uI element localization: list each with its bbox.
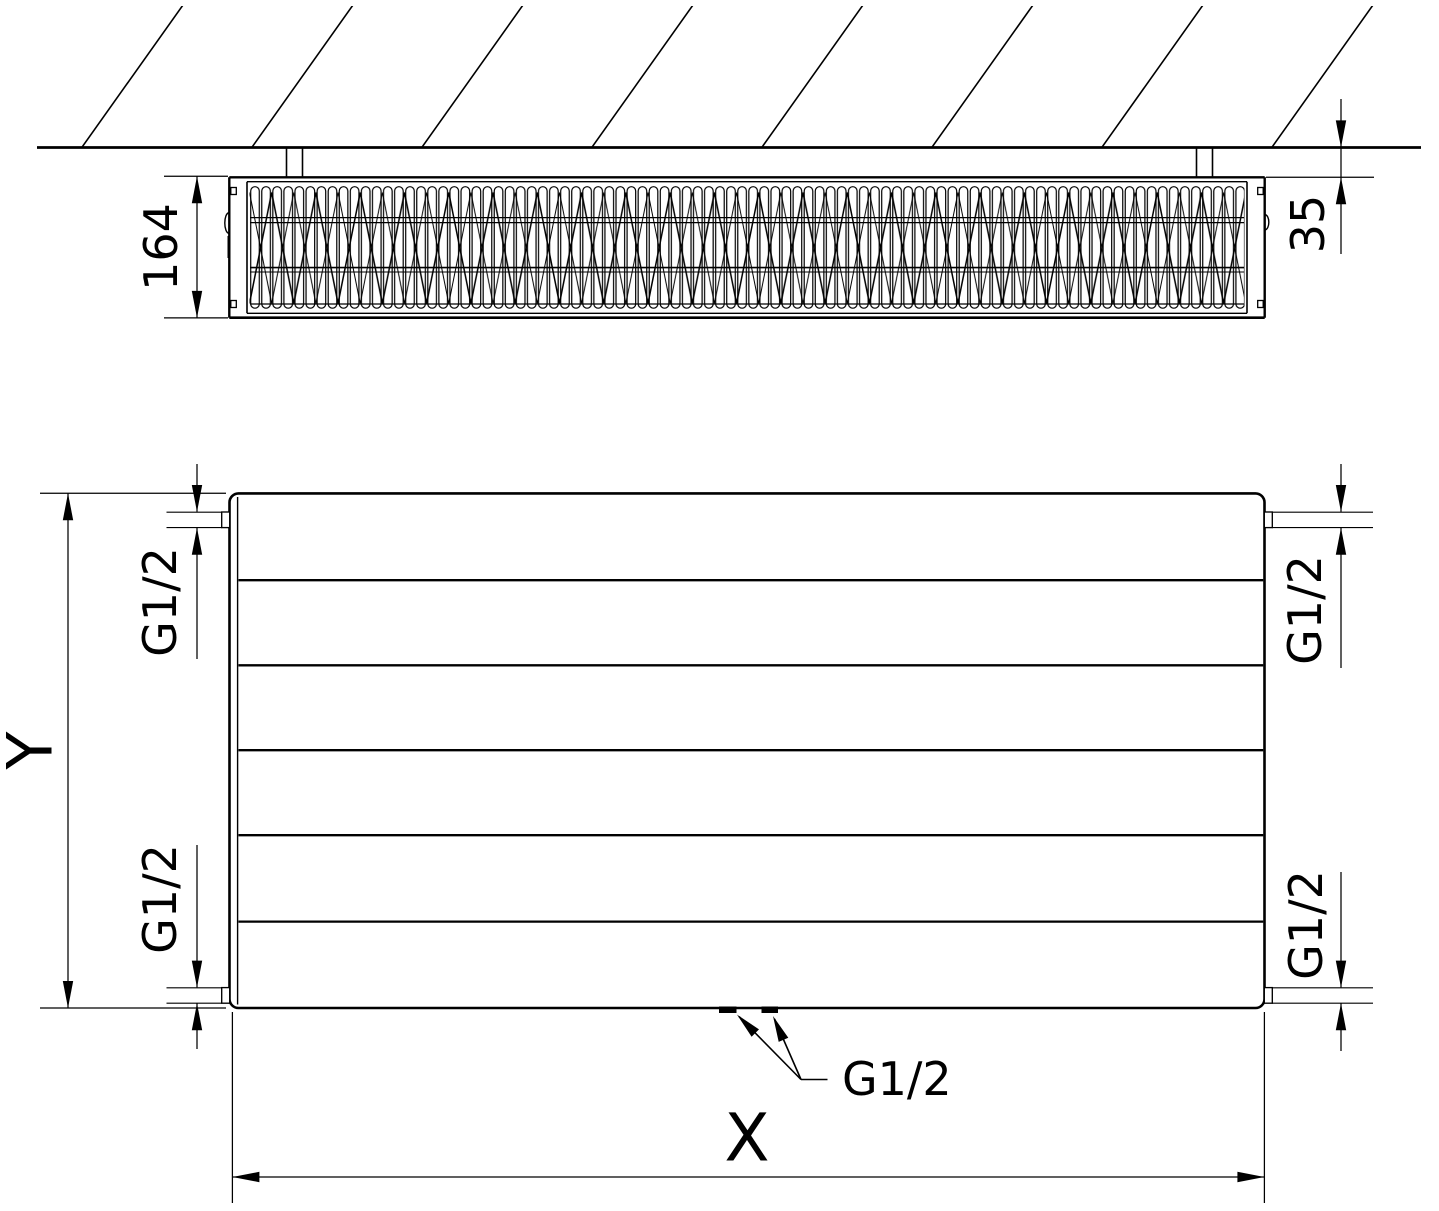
dimension-g12-top-left [191,464,203,659]
dimension-g12-top-left-label: G1/2 [133,547,187,657]
top-body-frame [228,176,1266,320]
leader-bottom-connections [737,1014,828,1081]
arrowhead-down [191,485,203,512]
dimension-35-label: 35 [1281,195,1335,254]
arrowhead-down [191,290,203,318]
dimension-g12-bottom-center-label: G1/2 [842,1052,952,1106]
arrowhead-down [1335,120,1347,148]
wall-hatching [81,6,1374,147]
left-side-clip [224,211,230,235]
x-dimension-label: X [724,1100,769,1177]
dimension-y [40,492,226,1009]
dimension-164-label: 164 [134,203,188,291]
front-view: G1/2 G1/2 G1/2 G1/2 [0,464,1373,1203]
dimension-g12-bottom-left [191,845,203,1049]
arrowhead-down [191,960,203,988]
arrowhead-right [1237,1171,1265,1183]
arrowhead-down [1335,960,1347,988]
connection-extension-lines [166,511,1373,1004]
arrowhead-up [1335,1003,1347,1031]
radiator-top-body [224,176,1270,320]
arrowhead-leader-right [773,1016,789,1042]
arrowhead-up [1335,177,1347,205]
dimension-g12-bottom-left-label: G1/2 [133,844,187,954]
arrowhead-up [191,1003,203,1031]
arrowhead-up [62,493,74,521]
fin-tie-lines [250,216,1244,305]
end-cap-tabs [230,186,1264,309]
dimension-35 [1266,99,1374,254]
connection-nub-top-left [221,511,231,529]
dimension-x [231,1012,1266,1203]
arrowhead-up [1335,527,1347,555]
dimension-164 [164,175,228,319]
arrowhead-up [191,176,203,204]
wall-bracket-left [285,148,304,178]
y-dimension-label: Y [0,731,67,770]
wall-bracket-right [1195,148,1214,178]
arrowhead-down [1335,485,1347,512]
bottom-center-connections [719,1006,778,1013]
dimension-g12-top-right [1335,464,1347,668]
right-side-clip [1264,213,1270,231]
dimension-g12-bottom-right [1335,872,1347,1051]
top-view: 164 35 [37,6,1421,320]
connection-nub-bottom-right [1263,986,1273,1004]
arrowhead-up [191,527,203,555]
arrowhead-left [232,1171,260,1183]
connection-nub-bottom-left [221,986,231,1004]
arrowhead-down [62,981,74,1008]
arrowhead-leader-left [737,1014,759,1037]
dimension-g12-bottom-right-label: G1/2 [1279,870,1333,980]
panel-grooves [238,579,1264,923]
dimension-g12-top-right-label: G1/2 [1278,555,1332,665]
connection-nub-top-right [1263,511,1273,529]
convector-fin-folds [249,185,1245,310]
